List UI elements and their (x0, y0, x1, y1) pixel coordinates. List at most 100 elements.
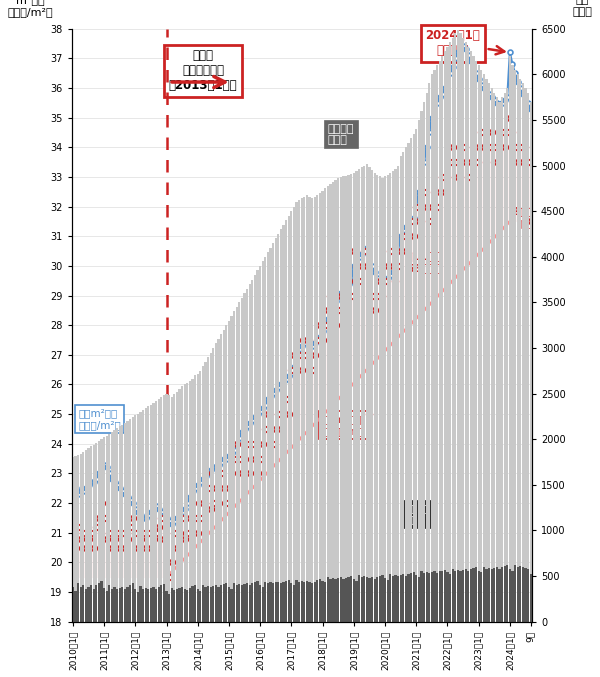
Bar (267, 252, 269, 621)
Bar (285, 581, 287, 621)
Bar (228, 587, 230, 621)
Bar (272, 584, 274, 621)
Bar (358, 169, 360, 621)
Bar (147, 589, 149, 621)
Bar (371, 170, 373, 621)
Bar (202, 585, 204, 621)
Bar (113, 587, 116, 621)
Bar (166, 590, 167, 621)
Bar (277, 234, 280, 621)
Bar (189, 380, 191, 621)
Bar (150, 405, 152, 621)
Bar (524, 88, 527, 621)
Bar (522, 567, 524, 621)
Bar (262, 587, 264, 621)
Bar (290, 584, 292, 621)
Bar (431, 572, 433, 621)
Bar (503, 93, 506, 621)
Bar (511, 65, 514, 621)
Bar (514, 70, 516, 621)
Bar (160, 585, 163, 621)
Bar (368, 167, 371, 621)
Bar (293, 206, 295, 621)
Bar (389, 574, 391, 621)
Bar (413, 572, 415, 621)
Bar (439, 571, 441, 621)
Bar (181, 587, 183, 621)
Bar (147, 406, 149, 621)
Bar (197, 589, 199, 621)
Bar (88, 587, 89, 621)
Bar (457, 569, 459, 621)
Bar (301, 198, 303, 621)
Bar (184, 385, 186, 621)
Bar (524, 568, 527, 621)
Bar (207, 586, 209, 621)
Bar (166, 393, 167, 621)
Bar (322, 191, 324, 621)
Bar (350, 576, 352, 621)
Bar (425, 93, 428, 621)
Bar (444, 51, 446, 621)
Bar (319, 193, 321, 621)
Bar (452, 569, 454, 621)
Bar (433, 70, 436, 621)
Bar (441, 56, 443, 621)
Bar (464, 569, 467, 621)
Bar (225, 325, 227, 621)
Bar (85, 589, 87, 621)
Bar (72, 458, 74, 621)
Bar (116, 589, 118, 621)
Bar (230, 589, 233, 621)
Bar (397, 576, 399, 621)
Bar (384, 177, 386, 621)
Bar (472, 56, 475, 621)
Bar (121, 587, 124, 621)
Bar (217, 339, 220, 621)
Bar (244, 293, 245, 621)
Bar (485, 569, 488, 621)
Bar (472, 568, 475, 621)
Bar (176, 589, 178, 621)
Bar (501, 567, 503, 621)
Bar (506, 565, 508, 621)
Bar (207, 357, 209, 621)
Bar (178, 588, 181, 621)
Bar (449, 43, 451, 621)
Bar (350, 174, 352, 621)
Bar (176, 392, 178, 621)
Bar (199, 590, 202, 621)
Bar (82, 585, 85, 621)
Bar (418, 577, 420, 621)
Bar (248, 284, 251, 621)
Bar (376, 175, 379, 621)
Bar (251, 584, 253, 621)
Bar (233, 584, 235, 621)
Bar (376, 577, 379, 621)
Bar (363, 576, 365, 621)
Bar (189, 588, 191, 621)
Bar (178, 389, 181, 621)
Text: 日銀の
金融緩和発表
（2013年1月）: 日銀の 金融緩和発表 （2013年1月） (169, 49, 237, 93)
Bar (303, 582, 305, 621)
Bar (488, 568, 490, 621)
Bar (116, 429, 118, 621)
Bar (90, 447, 92, 621)
Bar (527, 93, 529, 621)
Bar (191, 586, 194, 621)
Bar (217, 587, 220, 621)
Bar (400, 156, 402, 621)
Bar (446, 572, 449, 621)
Bar (530, 574, 532, 621)
Bar (428, 573, 430, 621)
Bar (470, 569, 472, 621)
Bar (155, 401, 157, 621)
Bar (275, 582, 277, 621)
Bar (363, 165, 365, 621)
Bar (499, 102, 500, 621)
Bar (74, 456, 77, 621)
Bar (374, 579, 376, 621)
Bar (238, 584, 241, 621)
Bar (223, 330, 225, 621)
Bar (457, 30, 459, 621)
